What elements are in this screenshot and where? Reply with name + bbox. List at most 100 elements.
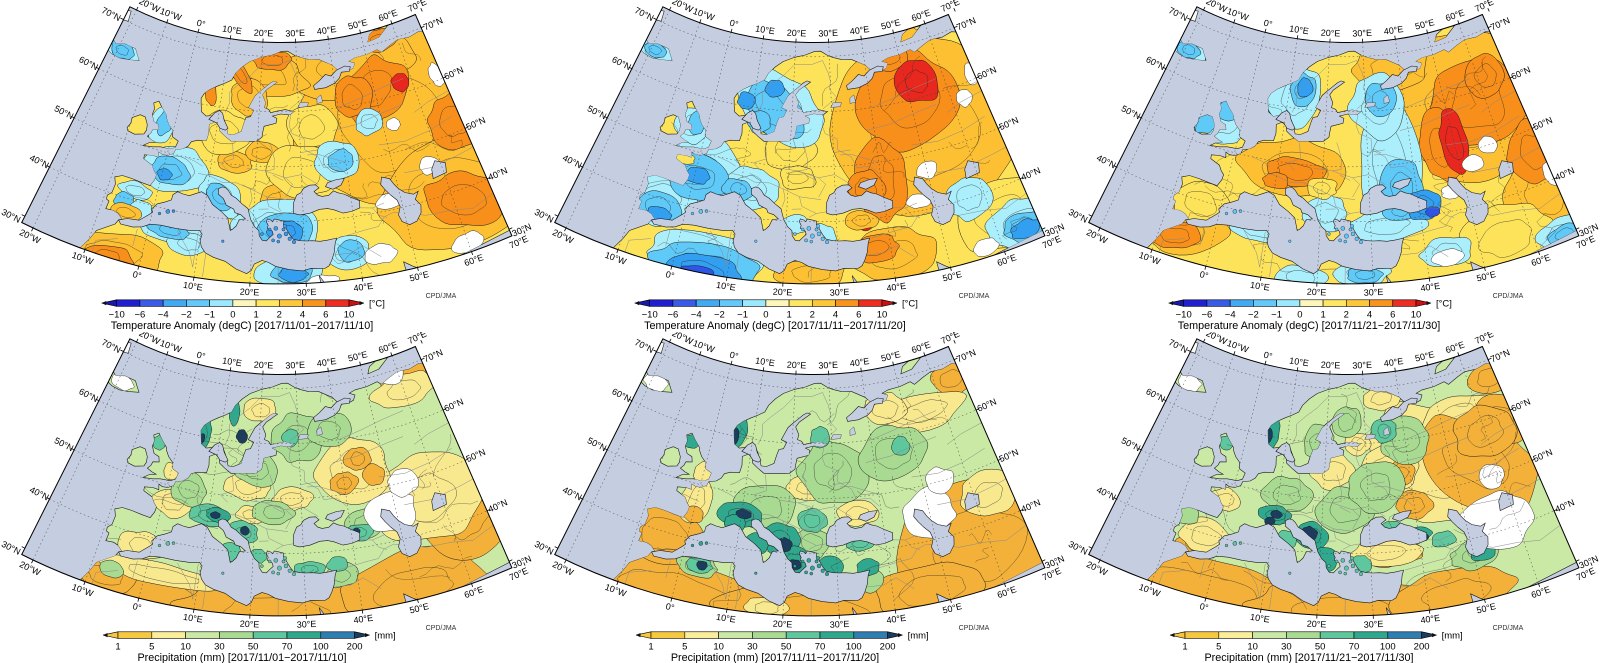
svg-text:40°E: 40°E — [1420, 612, 1441, 625]
svg-text:40°E: 40°E — [1383, 356, 1404, 369]
svg-text:50°N: 50°N — [53, 435, 75, 453]
svg-text:70°E: 70°E — [940, 332, 962, 346]
svg-text:60°N: 60°N — [1509, 64, 1531, 81]
svg-text:50°N: 50°N — [586, 103, 608, 121]
svg-text:60°N: 60°N — [443, 396, 465, 413]
svg-text:0°: 0° — [1262, 18, 1273, 30]
svg-text:2: 2 — [810, 309, 815, 320]
svg-text:5: 5 — [149, 641, 154, 652]
svg-text:60°N: 60°N — [976, 64, 998, 81]
svg-text:CPD/JMA: CPD/JMA — [426, 293, 457, 300]
svg-text:70°E: 70°E — [940, 0, 962, 14]
svg-text:[mm]: [mm] — [375, 630, 396, 641]
svg-text:30°N: 30°N — [1067, 207, 1089, 225]
svg-text:70°E: 70°E — [1473, 0, 1495, 14]
svg-text:50°N: 50°N — [53, 103, 75, 121]
svg-text:40°N: 40°N — [561, 484, 583, 502]
svg-text:40°N: 40°N — [561, 153, 583, 171]
svg-text:70°N: 70°N — [100, 337, 122, 355]
svg-text:1: 1 — [649, 641, 654, 652]
svg-text:40°E: 40°E — [886, 612, 907, 625]
svg-text:40°N: 40°N — [487, 497, 509, 514]
svg-text:[°C]: [°C] — [369, 298, 385, 309]
svg-text:40°E: 40°E — [849, 356, 870, 369]
svg-text:Precipitation (mm) [2017/11/21: Precipitation (mm) [2017/11/21−2017/11/3… — [1204, 651, 1413, 663]
svg-text:0°: 0° — [729, 349, 740, 361]
svg-text:50°E: 50°E — [408, 601, 429, 615]
svg-text:50: 50 — [248, 641, 259, 652]
svg-text:10: 10 — [714, 641, 725, 652]
svg-text:2: 2 — [1343, 309, 1348, 320]
svg-text:30°E: 30°E — [818, 28, 838, 39]
svg-text:50°E: 50°E — [1475, 269, 1496, 283]
svg-text:−6: −6 — [134, 309, 145, 320]
svg-text:20°E: 20°E — [240, 287, 260, 298]
svg-text:60°E: 60°E — [377, 339, 399, 355]
svg-text:−10: −10 — [109, 309, 125, 320]
svg-text:10°W: 10°W — [1225, 337, 1250, 354]
svg-text:Precipitation (mm) [2017/11/01: Precipitation (mm) [2017/11/01−2017/11/1… — [137, 651, 346, 663]
svg-text:−4: −4 — [158, 309, 169, 320]
svg-text:70°N: 70°N — [100, 5, 122, 23]
svg-text:70°N: 70°N — [955, 347, 977, 364]
svg-text:20°E: 20°E — [1320, 359, 1340, 370]
svg-text:10°E: 10°E — [755, 23, 776, 36]
svg-text:1: 1 — [787, 309, 792, 320]
svg-text:60°E: 60°E — [1444, 339, 1466, 355]
svg-text:4: 4 — [300, 309, 305, 320]
svg-text:20°E: 20°E — [1306, 287, 1326, 298]
svg-text:CPD/JMA: CPD/JMA — [959, 293, 990, 300]
svg-text:70: 70 — [282, 641, 293, 652]
svg-text:10°W: 10°W — [692, 6, 717, 23]
svg-text:6: 6 — [323, 309, 328, 320]
svg-text:1: 1 — [253, 309, 258, 320]
svg-text:20°E: 20°E — [1320, 28, 1340, 39]
svg-text:1: 1 — [1320, 309, 1325, 320]
svg-text:30°E: 30°E — [297, 287, 317, 298]
svg-text:50°N: 50°N — [998, 115, 1020, 132]
svg-text:50: 50 — [1315, 641, 1326, 652]
svg-text:40°N: 40°N — [1095, 484, 1117, 502]
svg-text:0°: 0° — [1198, 601, 1209, 613]
svg-text:70°E: 70°E — [1473, 332, 1495, 346]
svg-text:30°N: 30°N — [1067, 538, 1089, 556]
svg-text:10°E: 10°E — [222, 355, 243, 368]
svg-text:20°E: 20°E — [787, 28, 807, 39]
svg-text:40°N: 40°N — [1020, 497, 1042, 514]
svg-text:40°N: 40°N — [1553, 165, 1575, 182]
svg-text:0°: 0° — [729, 18, 740, 30]
svg-text:70°E: 70°E — [406, 0, 428, 14]
svg-text:50°E: 50°E — [880, 349, 901, 363]
svg-text:70°E: 70°E — [406, 332, 428, 346]
svg-text:40°E: 40°E — [316, 24, 337, 37]
svg-text:50°N: 50°N — [1531, 446, 1553, 463]
svg-text:40°E: 40°E — [353, 281, 374, 294]
svg-text:0°: 0° — [1262, 349, 1273, 361]
svg-text:−4: −4 — [1224, 309, 1235, 320]
svg-text:[mm]: [mm] — [1441, 630, 1462, 641]
svg-text:50°E: 50°E — [347, 349, 368, 363]
svg-text:70°N: 70°N — [1167, 337, 1189, 355]
svg-text:70: 70 — [1348, 641, 1359, 652]
svg-text:50°N: 50°N — [1119, 103, 1141, 121]
svg-text:60°N: 60°N — [1144, 54, 1166, 72]
svg-text:30°E: 30°E — [1363, 287, 1383, 298]
svg-text:50°E: 50°E — [942, 269, 963, 283]
svg-text:10°W: 10°W — [1225, 6, 1250, 23]
svg-text:−2: −2 — [714, 309, 725, 320]
svg-text:70°N: 70°N — [422, 347, 444, 364]
svg-text:200: 200 — [880, 641, 896, 652]
svg-text:40°N: 40°N — [28, 153, 50, 171]
svg-text:1: 1 — [1182, 641, 1187, 652]
svg-text:10°E: 10°E — [755, 355, 776, 368]
svg-text:30°E: 30°E — [830, 618, 850, 629]
svg-text:60°N: 60°N — [77, 54, 99, 72]
svg-text:70°N: 70°N — [1489, 15, 1511, 32]
svg-text:0: 0 — [230, 309, 235, 320]
svg-text:70°N: 70°N — [633, 337, 655, 355]
svg-text:30: 30 — [747, 641, 758, 652]
svg-text:60°E: 60°E — [463, 584, 485, 600]
svg-text:−1: −1 — [737, 309, 748, 320]
svg-text:50°E: 50°E — [1475, 601, 1496, 615]
svg-text:20°E: 20°E — [787, 359, 807, 370]
